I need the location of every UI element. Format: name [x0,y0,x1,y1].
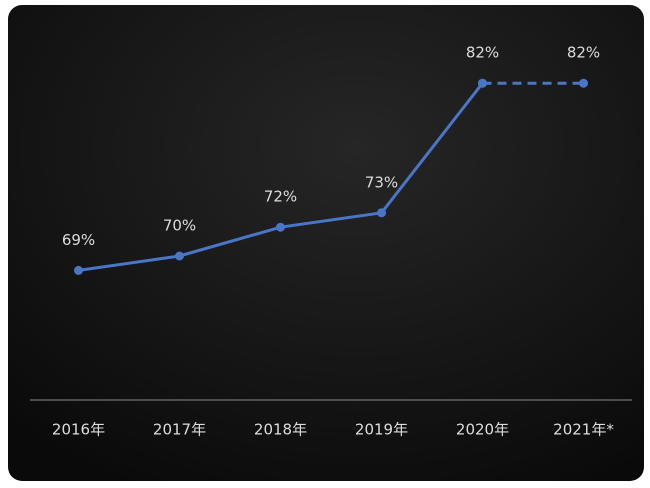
x-tick-label: 2016年 [52,421,105,439]
x-tick-label: 2018年 [254,421,307,439]
background [8,5,644,481]
value-label: 70% [163,217,196,235]
x-tick-label: 2020年 [456,421,509,439]
value-label: 82% [466,44,499,62]
point [175,251,184,261]
point [377,208,386,218]
point [579,78,588,88]
point [276,222,285,232]
x-tick-label: 2019年 [355,421,408,439]
x-tick-label: 2021年* [553,421,614,439]
point [478,78,487,88]
value-label: 73% [365,173,398,191]
value-label: 82% [567,44,600,62]
point [74,265,83,275]
value-label: 72% [264,188,297,206]
value-label: 69% [62,231,95,249]
x-tick-label: 2017年 [153,421,206,439]
